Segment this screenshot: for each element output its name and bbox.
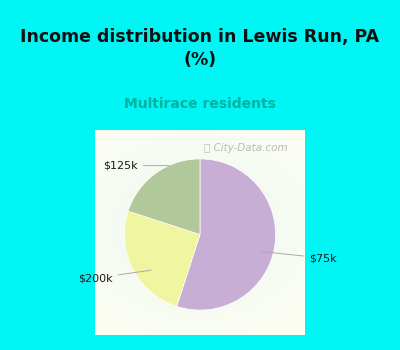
Wedge shape [124,211,200,306]
Wedge shape [128,159,200,234]
Text: Income distribution in Lewis Run, PA
(%): Income distribution in Lewis Run, PA (%) [20,28,380,69]
Text: Multirace residents: Multirace residents [124,97,276,111]
Text: $75k: $75k [262,252,337,263]
Text: $200k: $200k [78,270,151,283]
Text: ⓘ City-Data.com: ⓘ City-Data.com [204,144,288,153]
Text: $125k: $125k [103,161,170,170]
Wedge shape [177,159,276,310]
